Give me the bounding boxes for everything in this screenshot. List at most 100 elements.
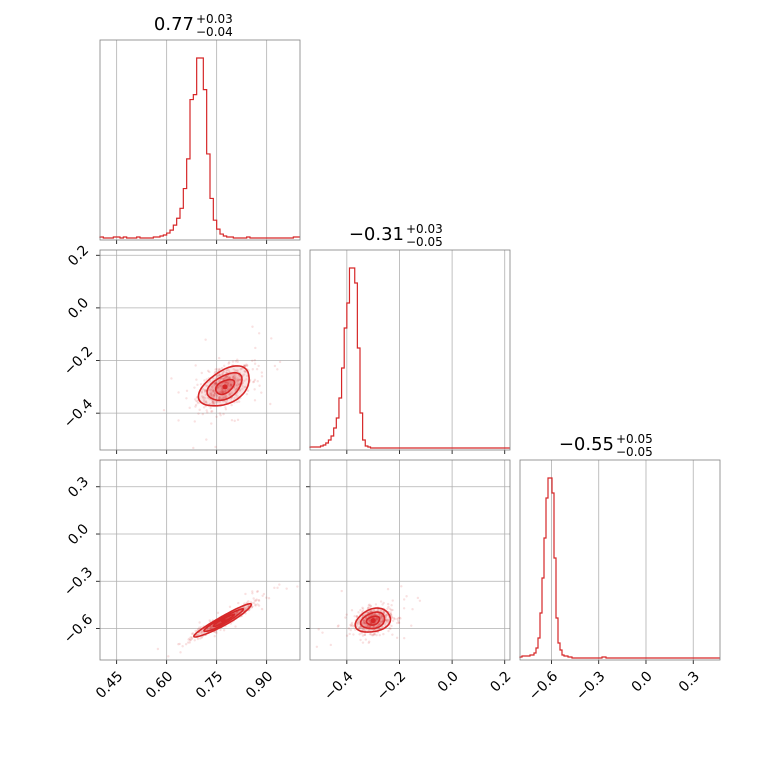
- scatter-point: [388, 627, 391, 630]
- scatter-point: [225, 395, 228, 398]
- scatter-point: [228, 375, 231, 379]
- scatter-point: [205, 401, 208, 405]
- parameter-title-plus: +0.05: [616, 432, 653, 446]
- scatter-point: [185, 397, 188, 400]
- scatter-point: [213, 370, 217, 374]
- scatter-point: [219, 385, 222, 388]
- scatter-point: [215, 382, 218, 386]
- scatter-point: [194, 364, 197, 367]
- scatter-point: [252, 601, 256, 605]
- scatter-point: [355, 615, 358, 618]
- density-peak: [220, 618, 226, 624]
- scatter-point: [220, 390, 223, 393]
- scatter-point: [252, 380, 256, 383]
- scatter-point: [224, 389, 227, 393]
- scatter-point: [221, 391, 224, 394]
- panel-content: [162, 325, 282, 450]
- scatter-point: [389, 627, 392, 631]
- scatter-point: [214, 630, 217, 634]
- scatter-point: [227, 384, 230, 388]
- scatter-point: [194, 405, 197, 408]
- scatter-point: [374, 613, 377, 616]
- scatter-point: [349, 623, 352, 627]
- scatter-point: [229, 383, 233, 386]
- scatter-point: [189, 638, 193, 642]
- scatter-point: [200, 636, 203, 639]
- scatter-point: [375, 618, 379, 621]
- scatter-point: [210, 410, 213, 413]
- scatter-point: [243, 369, 246, 373]
- scatter-point: [230, 391, 233, 394]
- scatter-point: [229, 385, 232, 388]
- parameter-title-plus: +0.03: [406, 222, 443, 236]
- scatter-point: [350, 623, 353, 626]
- scatter-point: [236, 611, 239, 614]
- scatter-point: [362, 618, 365, 622]
- scatter-point: [218, 384, 221, 387]
- scatter-point: [237, 384, 240, 387]
- y-tick-label: 0.0: [65, 521, 92, 548]
- scatter-point: [184, 643, 188, 646]
- scatter-point: [132, 662, 134, 664]
- histogram-panel-0: 0.77 +0.03−0.04: [99, 12, 301, 244]
- scatter-point: [369, 633, 373, 636]
- scatter-point: [345, 613, 348, 616]
- scatter-point: [358, 627, 361, 630]
- scatter-point: [212, 389, 215, 392]
- scatter-point: [218, 396, 221, 399]
- scatter-point: [213, 383, 216, 386]
- scatter-point: [355, 615, 359, 618]
- scatter-point: [357, 619, 360, 622]
- scatter-point: [366, 624, 369, 628]
- scatter-point: [228, 361, 231, 364]
- scatter-point: [363, 633, 367, 636]
- scatter-panel-0-2: 0.45 0.60 0.75 0.90 −0.6 −0.3 0.0 0.3: [61, 459, 301, 702]
- scatter-point: [381, 619, 384, 622]
- scatter-point: [208, 392, 212, 395]
- scatter-point: [376, 624, 380, 627]
- scatter-point: [220, 391, 223, 395]
- x-tick-label: −0.6: [526, 668, 561, 703]
- scatter-point: [213, 382, 217, 386]
- scatter-point: [254, 599, 258, 602]
- scatter-point: [393, 617, 396, 621]
- scatter-point: [243, 364, 246, 368]
- scatter-point: [212, 402, 215, 406]
- scatter-point: [208, 402, 212, 406]
- scatter-point: [224, 406, 227, 409]
- scatter-point: [227, 381, 230, 384]
- scatter-point: [217, 367, 221, 371]
- scatter-point: [241, 387, 244, 390]
- scatter-point: [369, 625, 372, 629]
- y-tick-label: 0.2: [65, 242, 92, 269]
- scatter-point: [219, 391, 222, 394]
- scatter-point: [377, 613, 381, 616]
- scatter-point: [254, 346, 257, 350]
- scatter-point: [379, 620, 382, 623]
- scatter-point: [210, 625, 213, 628]
- scatter-point: [230, 403, 233, 407]
- scatter-point: [278, 360, 282, 364]
- scatter-point: [380, 615, 383, 619]
- scatter-point: [221, 390, 224, 393]
- scatter-point: [177, 419, 180, 422]
- y-tick-label: 0.0: [65, 295, 92, 322]
- scatter-point: [200, 630, 203, 633]
- scatter-point: [253, 359, 257, 362]
- scatter-point: [398, 616, 401, 619]
- scatter-point: [361, 609, 365, 613]
- scatter-point: [211, 626, 214, 630]
- scatter-point: [373, 608, 376, 612]
- scatter-point: [210, 394, 214, 397]
- scatter-point: [223, 377, 226, 381]
- scatter-point: [229, 383, 233, 386]
- scatter-point: [213, 384, 217, 387]
- scatter-point: [361, 606, 364, 609]
- scatter-point: [185, 389, 189, 393]
- scatter-point: [255, 367, 259, 371]
- scatter-point: [363, 621, 367, 625]
- scatter-point: [192, 446, 195, 450]
- scatter-point: [243, 379, 246, 382]
- scatter-point: [230, 418, 234, 422]
